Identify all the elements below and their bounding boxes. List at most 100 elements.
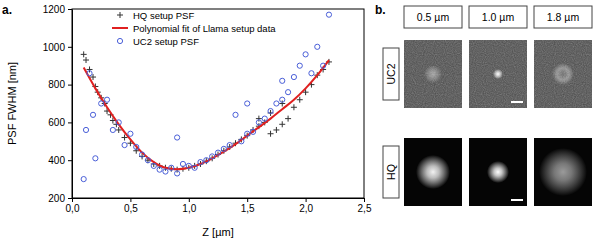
- y-tick-label: 600: [48, 117, 65, 128]
- x-tick-label: 2,0: [299, 203, 313, 214]
- fit-line: [84, 60, 329, 169]
- point: [81, 177, 86, 182]
- x-tick-label: 1,0: [182, 203, 196, 214]
- image-panel: b.0.5 µm1.0 µm1.8 µmUC2HQ: [375, 3, 592, 206]
- legend-item: HQ setup PSF: [117, 10, 194, 21]
- x-tick-label: 2,5: [358, 203, 372, 214]
- point: [262, 116, 267, 121]
- x-tick-mark: [189, 198, 190, 202]
- legend-swatch: [112, 27, 128, 29]
- point: [279, 121, 285, 127]
- legend-label: Polynomial fit of Llama setup data: [133, 23, 276, 34]
- point: [303, 52, 308, 57]
- scale-bar: [511, 199, 523, 201]
- psf-spot: [487, 161, 509, 183]
- point: [134, 144, 139, 149]
- x-axis-title: Z [µm]: [202, 226, 233, 238]
- psf-spot: [539, 148, 587, 196]
- point: [198, 159, 203, 164]
- y-tick: 600: [48, 117, 72, 128]
- psf-image: [404, 138, 462, 206]
- y-tick: 200: [48, 193, 72, 204]
- point: [83, 127, 88, 132]
- point: [285, 116, 291, 122]
- point: [145, 157, 151, 163]
- y-tick-label: 1000: [43, 42, 66, 53]
- y-tick-label: 400: [48, 155, 65, 166]
- y-tick: 800: [48, 79, 72, 90]
- y-tick-label: 1200: [43, 4, 66, 15]
- legend-item: Polynomial fit of Llama setup data: [112, 23, 276, 34]
- point: [81, 51, 87, 57]
- y-tick: 1000: [43, 42, 72, 53]
- y-tick-label: 200: [48, 193, 65, 204]
- y-axis-title: PSF FWHM [nm]: [6, 62, 18, 145]
- image-noise: [534, 40, 592, 108]
- x-tick-label: 1,5: [241, 203, 255, 214]
- psf-image: [534, 138, 592, 206]
- x-axis-line: [73, 198, 365, 199]
- point: [90, 112, 95, 117]
- legend-swatch: [117, 38, 122, 43]
- x-tick-mark: [306, 198, 307, 202]
- x-tick-mark: [364, 198, 365, 202]
- point: [87, 71, 92, 76]
- x-tick-mark: [247, 198, 248, 202]
- y-tick-mark: [68, 160, 72, 161]
- point: [221, 146, 226, 151]
- point: [93, 156, 98, 161]
- y-tick-label: 800: [48, 79, 65, 90]
- point: [227, 142, 232, 147]
- point: [268, 108, 273, 113]
- point: [163, 169, 168, 174]
- point: [280, 78, 285, 83]
- image-background: [469, 138, 527, 206]
- point: [128, 131, 133, 136]
- point: [192, 165, 197, 170]
- psf-spot: [416, 155, 450, 189]
- psf-spot: [424, 65, 442, 83]
- y-tick: 1200: [43, 4, 72, 15]
- psf-image: [469, 40, 527, 108]
- column-header: 1.0 µm: [482, 11, 515, 23]
- y-tick-mark: [68, 9, 72, 10]
- row-header-box: [383, 146, 399, 198]
- legend-swatch: [117, 12, 123, 18]
- y-tick: 400: [48, 155, 72, 166]
- point: [291, 74, 296, 79]
- point: [274, 101, 279, 106]
- scale-bar: [511, 101, 523, 103]
- x-tick-label: 0,0: [66, 203, 80, 214]
- x-tick: 0,5: [124, 198, 138, 214]
- point: [297, 63, 302, 68]
- x-tick-mark: [130, 198, 131, 202]
- psf-image: [469, 138, 527, 206]
- point: [268, 131, 274, 137]
- point: [83, 57, 89, 63]
- y-tick-mark: [68, 85, 72, 86]
- point: [309, 71, 314, 76]
- row-header-box: [383, 48, 399, 100]
- x-tick-label: 0,5: [124, 203, 138, 214]
- x-tick: 0,0: [66, 198, 80, 214]
- series-0: [81, 51, 332, 172]
- point: [151, 163, 156, 168]
- point: [315, 44, 320, 49]
- image-background: [534, 40, 592, 108]
- column-header: 0.5 µm: [417, 11, 450, 23]
- panel-label: b.: [375, 3, 386, 17]
- point: [215, 150, 220, 155]
- legend-label: UC2 setup PSF: [133, 36, 199, 47]
- point: [280, 97, 285, 102]
- column-header-box: [404, 6, 462, 28]
- x-axis: 0,0 0,5 1,0 1,5 2,0 2,5: [66, 198, 372, 214]
- point: [99, 101, 104, 106]
- psf-spot: [493, 69, 503, 79]
- image-noise: [469, 40, 527, 108]
- point: [175, 135, 180, 140]
- image-background: [534, 138, 592, 206]
- column-header: 1.8 µm: [547, 11, 580, 23]
- point: [256, 120, 261, 125]
- series-2: [81, 12, 331, 182]
- plot-frame: [72, 9, 364, 198]
